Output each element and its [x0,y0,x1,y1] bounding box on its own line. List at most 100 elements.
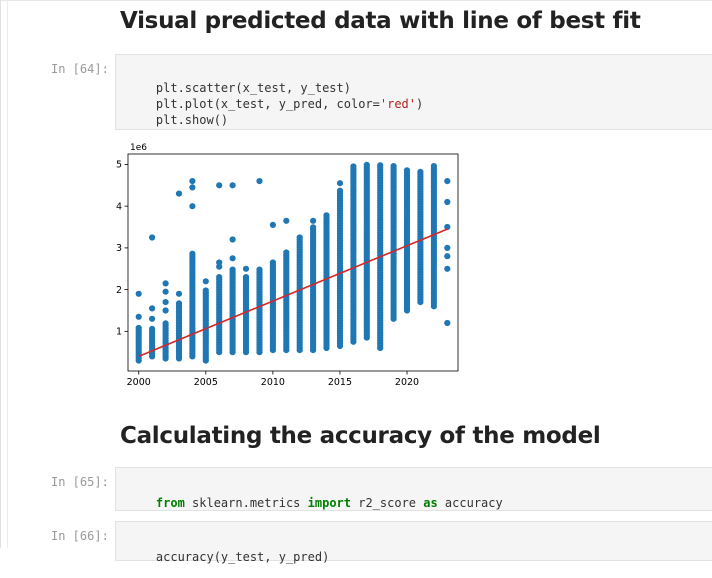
scatter-point [149,305,156,312]
scatter-point [242,265,250,272]
scatter-point [202,287,209,294]
code-cell-accuracy[interactable]: accuracy(y_test, y_pred) [115,521,712,564]
y-tick-label: 4 [116,201,122,212]
input-prompt-65: In [65]: [51,475,109,489]
scatter-point [269,221,276,228]
scatter-point [283,217,290,224]
code-token: plt.show() [155,113,229,127]
scatter-point [162,299,169,306]
notebook-top-border [0,0,712,1]
scatter-point [430,163,437,170]
input-prompt-64: In [64]: [51,62,109,76]
scatter-point [336,180,344,187]
scatter-point [175,290,183,297]
heading-calculating-accuracy: Calculating the accuracy of the model [120,423,601,449]
y-tick-label: 1 [116,327,122,338]
axis-offset-label: 1e6 [130,143,147,153]
scatter-point [162,320,169,327]
scatter-point [202,278,209,285]
scatter-point [149,315,156,322]
code-token: accuracy [437,496,503,510]
input-prompt-66: In [66]: [51,529,109,543]
scatter-point [403,167,411,174]
code-line: accuracy(y_test, y_pred) [127,536,329,578]
scatter-point [336,187,344,194]
scatter-point [149,325,156,332]
y-tick-label: 2 [116,285,122,296]
x-tick-label: 2005 [194,377,218,388]
scatter-point [377,162,384,169]
scatter-point [417,168,424,175]
code-token: plt.plot(x_test, y_pred, color= [155,97,380,111]
code-token: sklearn.metrics [184,496,308,510]
scatter-points [135,161,451,364]
x-axis-ticks: 2000 2005 2010 2015 2020 [127,371,419,388]
scatter-point [444,223,451,231]
scatter-point [229,255,236,262]
scatter-point [390,163,397,170]
scatter-point [229,236,236,243]
notebook-left-border [0,0,1,548]
scatter-point [444,265,451,272]
code-line: plt.scatter(x_test, y_test) [127,67,351,109]
scatter-point [256,266,263,273]
y-tick-label: 5 [116,160,122,171]
scatter-point [216,274,223,281]
plot-frame [127,153,459,372]
scatter-point [135,313,142,320]
code-keyword: from [155,496,185,510]
scatter-point [175,300,183,307]
scatter-point [444,244,451,251]
code-line: plt.show() [127,99,228,141]
scatter-point [444,319,451,327]
scatter-point [283,249,290,256]
x-tick-label: 2010 [261,377,285,388]
scatter-point [444,198,451,206]
code-cell-import[interactable]: from sklearn.metrics import r2_score as … [115,467,712,511]
best-fit-line [138,228,448,358]
scatter-point [135,290,142,297]
scatter-point [256,178,263,185]
code-token: accuracy(y_test, y_pred) [155,550,330,564]
scatter-point [269,259,276,266]
code-token: ) [416,97,424,111]
scatter-point [310,224,317,231]
code-cell-plot[interactable]: plt.scatter(x_test, y_test) plt.plot(x_t… [115,54,712,130]
scatter-point [216,259,223,266]
scatter-point [350,163,357,170]
scatter-point [444,178,451,185]
code-token: r2_score [351,496,424,510]
code-line: from sklearn.metrics import r2_score as … [127,482,503,524]
scatter-point [310,217,317,224]
scatter-point [162,307,169,314]
cell-selection-edge [7,0,8,548]
scatter-point [162,288,169,295]
x-tick-label: 2020 [395,377,419,388]
code-keyword: import [307,496,351,510]
scatter-point [189,250,196,257]
scatter-chart: 2000 2005 2010 2015 2020 1 2 3 4 5 1e6 [116,143,459,388]
plot-output: 2000 2005 2010 2015 2020 1 2 3 4 5 1e6 [109,135,469,395]
y-axis-ticks: 1 2 3 4 5 [116,160,128,338]
scatter-point [444,253,451,260]
scatter-point [175,190,183,197]
scatter-point [149,234,156,241]
scatter-point [242,274,250,281]
scatter-point [189,203,196,210]
scatter-point [135,324,142,332]
code-keyword: as [423,496,438,510]
code-line: plt.plot(x_test, y_pred, color='red') [127,83,423,125]
heading-visual-predicted: Visual predicted data with line of best … [120,8,641,34]
scatter-point [229,182,236,189]
x-tick-label: 2000 [127,377,151,388]
scatter-point [363,161,370,168]
x-tick-label: 2015 [328,377,352,388]
scatter-point [189,184,196,191]
scatter-point [216,182,223,189]
scatter-point [323,212,330,219]
y-tick-label: 3 [116,243,122,254]
scatter-point [189,178,196,185]
code-string: 'red' [379,97,416,111]
code-token: plt.scatter(x_test, y_test) [155,81,351,95]
scatter-point [296,234,303,241]
